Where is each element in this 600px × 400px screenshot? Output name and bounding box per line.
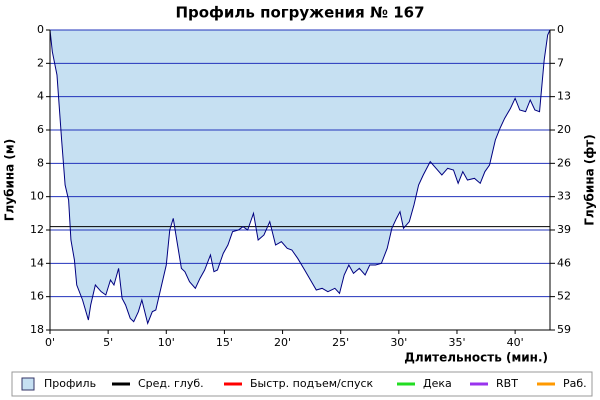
x-tick-label: 0' <box>45 336 55 349</box>
y-tick-label: 0 <box>37 23 44 36</box>
y-tick-label: 16 <box>30 290 44 303</box>
x-tick-label: 5' <box>103 336 113 349</box>
y2-tick-label: 59 <box>557 323 571 336</box>
x-tick-label: 10' <box>158 336 175 349</box>
x-tick-label: 15' <box>216 336 233 349</box>
y2-tick-label: 0 <box>557 23 564 36</box>
x-tick-label: 35' <box>448 336 465 349</box>
y-axis-label: Глубина (м) <box>3 139 17 221</box>
legend-label: RBT <box>496 377 518 390</box>
x-tick-label: 20' <box>274 336 291 349</box>
profile-line <box>49 29 551 325</box>
y2-tick-label: 20 <box>557 123 571 136</box>
y-tick-label: 6 <box>37 123 44 136</box>
y2-axis-label: Глубина (фт) <box>583 134 597 225</box>
profile-area <box>50 30 550 324</box>
x-tick-label: 25' <box>332 336 349 349</box>
y2-tick-label: 13 <box>557 90 571 103</box>
x-tick-label: 40' <box>507 336 524 349</box>
y2-tick-label: 26 <box>557 156 571 169</box>
legend-label: Быстр. подъем/спуск <box>250 377 374 390</box>
y2-tick-label: 52 <box>557 290 571 303</box>
y-tick-label: 4 <box>37 90 44 103</box>
y-tick-label: 14 <box>30 256 44 269</box>
y-tick-label: 12 <box>30 223 44 236</box>
y2-tick-label: 7 <box>557 56 564 69</box>
legend-label: Дека <box>423 377 452 390</box>
y2-tick-label: 39 <box>557 223 571 236</box>
x-axis-label: Длительность (мин.) <box>404 351 548 365</box>
x-tick-label: 30' <box>390 336 407 349</box>
legend-swatch <box>21 377 35 391</box>
y2-tick-label: 46 <box>557 256 571 269</box>
y-tick-label: 18 <box>30 323 44 336</box>
legend-label: Раб. <box>563 377 587 390</box>
legend-label: Сред. глуб. <box>138 377 204 390</box>
y-tick-label: 2 <box>37 56 44 69</box>
legend-label: Профиль <box>44 377 96 390</box>
legend-box <box>11 371 593 397</box>
y2-tick-label: 33 <box>557 190 571 203</box>
chart-title: Профиль погружения № 167 <box>175 4 424 22</box>
y-tick-label: 8 <box>37 156 44 169</box>
y-tick-label: 10 <box>30 190 44 203</box>
